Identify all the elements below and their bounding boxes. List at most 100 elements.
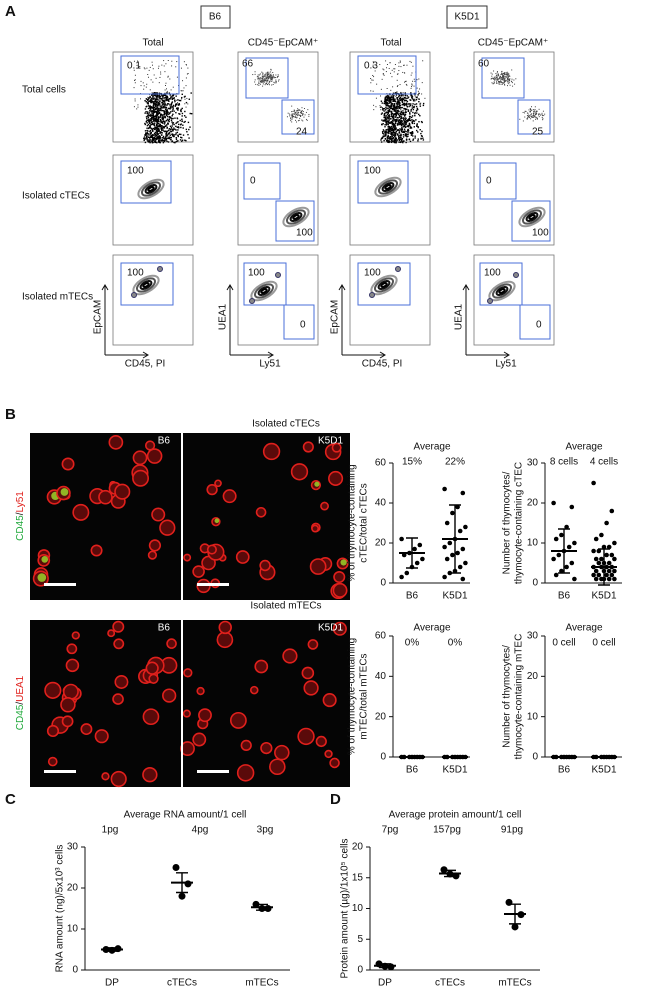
event-dot bbox=[402, 112, 403, 113]
cell bbox=[146, 441, 155, 450]
event-dot bbox=[174, 97, 175, 98]
event-dot bbox=[181, 68, 182, 69]
cell bbox=[149, 551, 157, 559]
event-dot bbox=[183, 127, 184, 128]
event-dot bbox=[258, 82, 259, 83]
event-dot bbox=[162, 107, 163, 108]
event-dot bbox=[167, 111, 168, 112]
event-dot bbox=[156, 78, 157, 79]
event-dot bbox=[387, 129, 388, 130]
event-dot bbox=[537, 111, 538, 112]
event-dot bbox=[418, 98, 419, 99]
event-dot bbox=[297, 108, 298, 109]
event-dot bbox=[174, 102, 175, 103]
event-dot bbox=[170, 137, 171, 138]
event-dot bbox=[383, 110, 384, 111]
event-dot bbox=[295, 116, 296, 117]
event-dot bbox=[392, 108, 393, 109]
data-point bbox=[463, 525, 468, 530]
event-dot bbox=[177, 117, 178, 118]
y-tick-label: 20 bbox=[67, 883, 79, 894]
cell bbox=[81, 724, 91, 734]
event-dot bbox=[512, 86, 513, 87]
event-dot bbox=[419, 88, 420, 89]
event-dot bbox=[165, 139, 166, 140]
event-dot bbox=[534, 109, 535, 110]
event-dot bbox=[414, 115, 415, 116]
event-dot bbox=[407, 133, 408, 134]
event-dot bbox=[527, 115, 528, 116]
event-dot bbox=[383, 135, 384, 136]
event-dot bbox=[170, 106, 171, 107]
event-dot bbox=[186, 129, 187, 130]
event-dot bbox=[308, 114, 309, 115]
data-point bbox=[265, 905, 272, 912]
cell bbox=[217, 632, 232, 647]
event-dot bbox=[498, 78, 499, 79]
event-dot bbox=[405, 95, 406, 96]
event-dot bbox=[298, 114, 299, 115]
event-dot bbox=[499, 82, 500, 83]
data-point bbox=[604, 573, 609, 578]
event-dot bbox=[382, 132, 383, 133]
event-dot bbox=[255, 74, 256, 75]
event-dot bbox=[382, 107, 383, 108]
event-dot bbox=[166, 100, 167, 101]
event-dot bbox=[400, 66, 401, 67]
event-dot bbox=[181, 115, 182, 116]
event-dot bbox=[399, 132, 400, 133]
data-point bbox=[461, 547, 466, 552]
event-dot bbox=[397, 111, 398, 112]
data-point bbox=[557, 553, 562, 558]
event-dot bbox=[160, 105, 161, 106]
event-dot bbox=[530, 115, 531, 116]
cell bbox=[237, 551, 249, 563]
event-dot bbox=[163, 96, 164, 97]
event-dot bbox=[177, 129, 178, 130]
cell bbox=[334, 572, 344, 582]
event-dot bbox=[384, 124, 385, 125]
event-dot bbox=[264, 78, 265, 79]
event-dot bbox=[504, 80, 505, 81]
event-dot bbox=[180, 109, 181, 110]
event-dot bbox=[164, 102, 165, 103]
cell bbox=[283, 649, 297, 663]
event-dot bbox=[399, 95, 400, 96]
event-dot bbox=[175, 134, 176, 135]
event-dot bbox=[150, 100, 151, 101]
event-dot bbox=[400, 100, 401, 101]
event-dot bbox=[410, 141, 411, 142]
event-dot bbox=[379, 105, 380, 106]
event-dot bbox=[393, 141, 394, 142]
cell bbox=[150, 540, 161, 551]
event-dot bbox=[164, 71, 165, 72]
event-dot bbox=[387, 120, 388, 121]
event-dot bbox=[260, 73, 261, 74]
event-dot bbox=[495, 73, 496, 74]
event-dot bbox=[148, 77, 149, 78]
event-dot bbox=[396, 131, 397, 132]
event-dot bbox=[259, 80, 260, 81]
event-dot bbox=[389, 130, 390, 131]
event-dot bbox=[404, 114, 405, 115]
event-dot bbox=[386, 104, 387, 105]
event-dot bbox=[504, 78, 505, 79]
event-dot bbox=[423, 103, 424, 104]
data-point bbox=[461, 491, 466, 496]
event-dot bbox=[299, 110, 300, 111]
cell bbox=[260, 561, 270, 571]
event-dot bbox=[384, 113, 385, 114]
event-dot bbox=[391, 76, 392, 77]
cell bbox=[109, 436, 122, 449]
event-dot bbox=[254, 81, 255, 82]
cell bbox=[219, 622, 231, 634]
value-label: 8 cells bbox=[550, 457, 578, 468]
event-dot bbox=[395, 123, 396, 124]
event-dot bbox=[494, 83, 495, 84]
event-dot bbox=[370, 90, 371, 91]
event-dot bbox=[402, 138, 403, 139]
event-dot bbox=[159, 136, 160, 137]
cell bbox=[115, 676, 127, 688]
event-dot bbox=[540, 115, 541, 116]
event-dot bbox=[259, 83, 260, 84]
